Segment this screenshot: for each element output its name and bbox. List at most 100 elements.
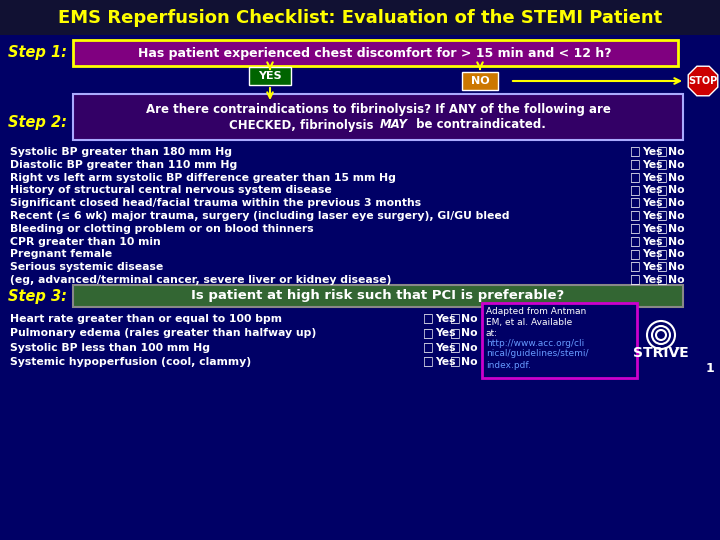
Text: Yes: Yes (642, 160, 662, 170)
Text: □: □ (657, 184, 667, 197)
Text: □: □ (629, 273, 640, 287)
Text: □: □ (449, 341, 460, 354)
Text: Serious systemic disease: Serious systemic disease (10, 262, 163, 272)
Text: http://www.acc.org/cli: http://www.acc.org/cli (486, 340, 584, 348)
Text: □: □ (629, 171, 640, 184)
FancyBboxPatch shape (0, 0, 720, 35)
Text: EM, et al. Available: EM, et al. Available (486, 319, 572, 327)
FancyBboxPatch shape (73, 285, 683, 307)
Text: □: □ (449, 327, 460, 340)
Text: nical/guidelines/stemi/: nical/guidelines/stemi/ (486, 349, 588, 359)
Text: Yes: Yes (642, 249, 662, 259)
Text: Significant closed head/facial trauma within the previous 3 months: Significant closed head/facial trauma wi… (10, 198, 421, 208)
Text: Is patient at high risk such that PCI is preferable?: Is patient at high risk such that PCI is… (192, 289, 564, 302)
Text: □: □ (629, 145, 640, 159)
Text: Yes: Yes (435, 314, 456, 324)
Text: Are there contraindications to fibrinolysis? If ANY of the following are: Are there contraindications to fibrinoly… (145, 104, 611, 117)
Text: No: No (668, 173, 685, 183)
Text: Yes: Yes (435, 357, 456, 367)
Text: Bleeding or clotting problem or on blood thinners: Bleeding or clotting problem or on blood… (10, 224, 314, 234)
Text: Yes: Yes (435, 343, 456, 353)
Text: □: □ (657, 261, 667, 274)
Text: □: □ (629, 184, 640, 197)
Text: No: No (461, 314, 477, 324)
Text: at:: at: (486, 329, 498, 339)
Text: Yes: Yes (642, 275, 662, 285)
Text: □: □ (657, 171, 667, 184)
FancyBboxPatch shape (73, 40, 678, 66)
Text: □: □ (657, 158, 667, 171)
Text: □: □ (657, 210, 667, 222)
Text: NO: NO (471, 76, 490, 86)
Text: ™: ™ (673, 345, 683, 355)
Text: □: □ (629, 235, 640, 248)
Text: Yes: Yes (642, 185, 662, 195)
Text: CPR greater than 10 min: CPR greater than 10 min (10, 237, 161, 247)
Text: Diastolic BP greater than 110 mm Hg: Diastolic BP greater than 110 mm Hg (10, 160, 238, 170)
Text: No: No (668, 249, 685, 259)
Text: Yes: Yes (435, 328, 456, 339)
Text: Recent (≤ 6 wk) major trauma, surgery (including laser eye surgery), GI/GU bleed: Recent (≤ 6 wk) major trauma, surgery (i… (10, 211, 510, 221)
Text: Systemic hypoperfusion (cool, clammy): Systemic hypoperfusion (cool, clammy) (10, 357, 251, 367)
Text: □: □ (629, 158, 640, 171)
Text: No: No (461, 343, 477, 353)
Text: □: □ (449, 313, 460, 326)
Text: No: No (668, 160, 685, 170)
Text: Step 1:: Step 1: (8, 45, 67, 60)
Text: CHECKED, fibrinolysis: CHECKED, fibrinolysis (230, 118, 378, 132)
Text: □: □ (657, 222, 667, 235)
Text: □: □ (423, 327, 433, 340)
Text: EMS Reperfusion Checklist: Evaluation of the STEMI Patient: EMS Reperfusion Checklist: Evaluation of… (58, 9, 662, 27)
Text: Step 3:: Step 3: (8, 289, 67, 305)
Text: Has patient experienced chest discomfort for > 15 min and < 12 h?: Has patient experienced chest discomfort… (138, 46, 612, 59)
Text: MAY: MAY (380, 118, 408, 132)
Text: □: □ (629, 222, 640, 235)
Text: □: □ (423, 313, 433, 326)
Text: Yes: Yes (642, 211, 662, 221)
Text: No: No (668, 275, 685, 285)
Text: Yes: Yes (642, 237, 662, 247)
Text: Systolic BP greater than 180 mm Hg: Systolic BP greater than 180 mm Hg (10, 147, 232, 157)
Text: Yes: Yes (642, 198, 662, 208)
Text: (eg, advanced/terminal cancer, severe liver or kidney disease): (eg, advanced/terminal cancer, severe li… (10, 275, 392, 285)
Text: be contraindicated.: be contraindicated. (412, 118, 546, 132)
Text: □: □ (657, 235, 667, 248)
Text: □: □ (423, 341, 433, 354)
Text: No: No (668, 237, 685, 247)
Text: No: No (668, 147, 685, 157)
Text: Systolic BP less than 100 mm Hg: Systolic BP less than 100 mm Hg (10, 343, 210, 353)
Text: □: □ (657, 145, 667, 159)
Text: Pulmonary edema (rales greater than halfway up): Pulmonary edema (rales greater than half… (10, 328, 316, 339)
Text: □: □ (629, 210, 640, 222)
Text: □: □ (657, 273, 667, 287)
Text: Yes: Yes (642, 262, 662, 272)
Text: □: □ (657, 197, 667, 210)
Text: Yes: Yes (642, 224, 662, 234)
Text: 1: 1 (706, 361, 714, 375)
Text: □: □ (657, 248, 667, 261)
Text: □: □ (629, 248, 640, 261)
FancyBboxPatch shape (462, 72, 498, 90)
Text: Yes: Yes (642, 173, 662, 183)
Text: No: No (668, 211, 685, 221)
FancyBboxPatch shape (73, 94, 683, 140)
Text: History of structural central nervous system disease: History of structural central nervous sy… (10, 185, 332, 195)
Text: STOP: STOP (688, 76, 718, 86)
Text: No: No (461, 328, 477, 339)
Text: Pregnant female: Pregnant female (10, 249, 112, 259)
Text: STRIVE: STRIVE (633, 346, 689, 360)
Text: No: No (668, 198, 685, 208)
Text: □: □ (449, 355, 460, 368)
Text: Right vs left arm systolic BP difference greater than 15 mm Hg: Right vs left arm systolic BP difference… (10, 173, 396, 183)
FancyBboxPatch shape (482, 303, 637, 378)
Text: No: No (668, 185, 685, 195)
FancyBboxPatch shape (249, 67, 291, 85)
Text: □: □ (629, 261, 640, 274)
Text: Heart rate greater than or equal to 100 bpm: Heart rate greater than or equal to 100 … (10, 314, 282, 324)
Text: No: No (668, 224, 685, 234)
Text: Adapted from Antman: Adapted from Antman (486, 307, 586, 316)
Text: No: No (461, 357, 477, 367)
Text: □: □ (629, 197, 640, 210)
Text: □: □ (423, 355, 433, 368)
Text: Step 2:: Step 2: (8, 114, 67, 130)
